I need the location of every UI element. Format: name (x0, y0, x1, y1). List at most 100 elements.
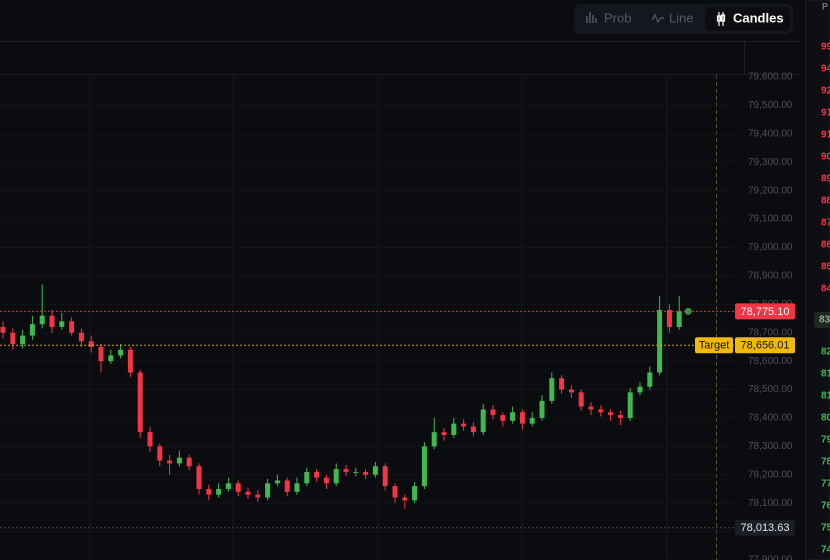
candle-body (49, 315, 55, 328)
tab[interactable]: Line (651, 10, 694, 25)
candle-body (167, 460, 173, 464)
price-label: 78,775.10 (741, 306, 790, 318)
candle-body (637, 386, 643, 393)
y-tick-label: 78,200.00 (748, 469, 793, 480)
ask-price: 94 (821, 64, 830, 75)
candle-body (412, 486, 418, 501)
price-label: 78,013.63 (741, 522, 790, 534)
ask-price: 85 (821, 262, 830, 273)
candle-body (421, 446, 427, 487)
ask-price: 89 (821, 174, 830, 185)
candle-body (647, 372, 653, 387)
candle-body (294, 483, 300, 492)
candle-body (255, 494, 261, 498)
candle-body (196, 466, 202, 489)
order-book-header: P (822, 1, 828, 11)
candle-body (118, 349, 124, 356)
ask-price: 87 (821, 218, 830, 229)
candle-body (470, 426, 476, 433)
bid-price: 81 (821, 369, 830, 380)
order-book (805, 0, 830, 560)
y-tick-label: 78,500.00 (748, 384, 793, 395)
current-badge (814, 312, 830, 328)
candle-body (627, 392, 633, 418)
tab-label[interactable]: Candles (733, 10, 784, 25)
bid-price: 78 (821, 457, 830, 468)
price-label-box (735, 519, 795, 536)
bid-price: 82 (821, 347, 830, 358)
y-tick-label: 78,300.00 (748, 441, 793, 452)
candle-body (59, 321, 65, 328)
candle-body (451, 423, 457, 435)
tab[interactable]: Candles (716, 10, 784, 26)
ask-price: 84 (821, 284, 830, 295)
y-tick-label: 79,200.00 (748, 185, 793, 196)
y-tick-label: 78,400.00 (748, 413, 793, 424)
candle-body (235, 483, 241, 492)
tab-label[interactable]: Line (669, 10, 694, 25)
y-tick-label: 79,500.00 (748, 100, 793, 111)
y-tick-label: 79,000.00 (748, 242, 793, 253)
candle-body (539, 400, 545, 418)
candle-body (333, 469, 339, 484)
target-name: Target (699, 340, 730, 352)
candle-body (578, 392, 584, 407)
candle-body (480, 409, 486, 433)
candle-body (284, 480, 290, 492)
candle-body (519, 412, 525, 424)
price-label-box (735, 337, 795, 354)
ask-price: 90 (821, 152, 830, 163)
y-tick-label: 78,100.00 (748, 498, 793, 509)
candle-body (265, 483, 271, 498)
tab-icon (586, 12, 597, 23)
candle-body (666, 309, 672, 328)
candle-body (157, 446, 163, 461)
candle-body (20, 335, 26, 345)
candle-body (29, 324, 35, 336)
ask-price: 99 (821, 42, 830, 53)
y-tick-label: 79,300.00 (748, 157, 793, 168)
y-tick-label: 79,400.00 (748, 128, 793, 139)
candle-body (206, 488, 212, 495)
candle-body (304, 471, 310, 484)
candle-body (353, 471, 359, 473)
candle-body (608, 412, 614, 416)
candle-body (216, 488, 222, 495)
candle-body (10, 332, 16, 345)
candle-body (363, 471, 369, 475)
tab-active-bg (705, 7, 790, 31)
candle-body (147, 432, 153, 447)
candle-body (108, 355, 114, 362)
candle-body (127, 349, 133, 373)
bid-price: 81 (821, 391, 830, 402)
bid-price: 74 (821, 545, 830, 556)
tab[interactable]: Prob (586, 10, 631, 25)
ask-price: 91 (821, 130, 830, 141)
candle-body (461, 423, 467, 427)
ask-price: 88 (821, 196, 830, 207)
candle-body (549, 378, 555, 401)
candle-body (0, 327, 6, 333)
y-tick-label: 78,900.00 (748, 271, 793, 282)
order-book-rows: 99 94 92 91 91 90 89 88 87 86 85 84 83 82 81 81 80 79 78 77… (814, 42, 830, 556)
candle-body (617, 415, 623, 418)
candle-body (39, 315, 45, 325)
y-tick-label: 78,700.00 (748, 327, 793, 338)
plot (0, 76, 735, 560)
candle-body (372, 466, 378, 475)
candle-body (88, 341, 94, 347)
tab-label[interactable]: Prob (604, 10, 631, 25)
bid-price: 76 (821, 501, 830, 512)
tab-icon (651, 13, 664, 24)
candle-body (441, 432, 447, 435)
candle-body (598, 409, 604, 413)
candle-body (78, 332, 84, 342)
ask-price: 91 (821, 108, 830, 119)
price-label: 78,656.01 (741, 340, 790, 352)
candle-body (382, 466, 388, 487)
candle-body (98, 346, 104, 362)
candle-body (490, 409, 496, 416)
y-tick-label: 79,100.00 (748, 214, 793, 225)
